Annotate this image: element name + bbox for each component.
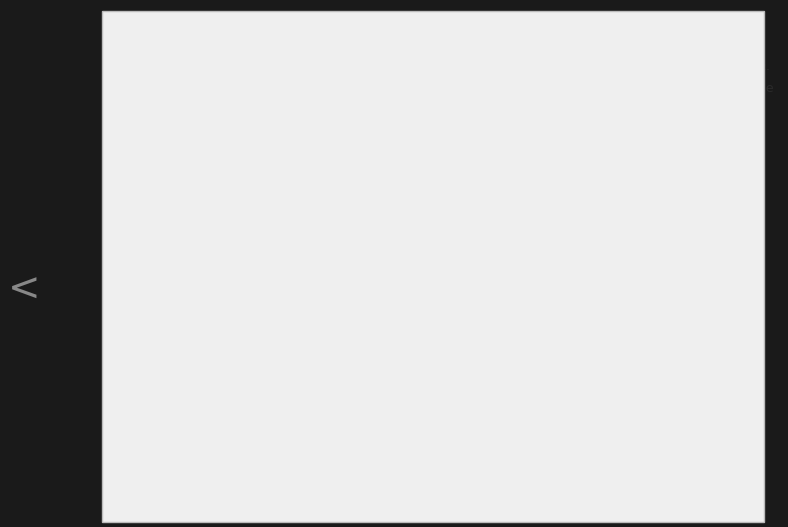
Text: fe: fe bbox=[500, 89, 509, 99]
Text: Rc: Rc bbox=[558, 186, 572, 199]
Text: NL: NL bbox=[610, 112, 622, 121]
Text: B: B bbox=[337, 66, 344, 76]
Text: ).: ). bbox=[707, 105, 716, 118]
Text: = 100 kΩ, Rc=5 kΩ, R: = 100 kΩ, Rc=5 kΩ, R bbox=[349, 60, 490, 73]
Text: :and (AV: :and (AV bbox=[231, 126, 284, 140]
Text: ). (AV: ). (AV bbox=[637, 105, 672, 118]
Text: 5 μF: 5 μF bbox=[554, 250, 577, 260]
Text: $I_i$: $I_i$ bbox=[385, 214, 392, 228]
Text: −: − bbox=[200, 311, 214, 329]
Text: Rs: Rs bbox=[252, 234, 266, 247]
Text: R$_B$: R$_B$ bbox=[400, 202, 415, 217]
Text: $I_o$: $I_o$ bbox=[553, 207, 563, 221]
Text: 5 μF: 5 μF bbox=[299, 268, 321, 278]
Text: R$_E$: R$_E$ bbox=[504, 292, 519, 307]
Text: <: < bbox=[8, 271, 40, 309]
Text: =175, and r: =175, and r bbox=[519, 82, 600, 95]
Text: = 1 kΩ, R: = 1 kΩ, R bbox=[613, 60, 678, 73]
Text: Vcc=20 V, h: Vcc=20 V, h bbox=[203, 82, 282, 95]
Text: 10 μF: 10 μF bbox=[591, 302, 620, 312]
Circle shape bbox=[490, 237, 545, 278]
Text: 0: 0 bbox=[660, 89, 665, 99]
Circle shape bbox=[186, 278, 227, 309]
Text: +: + bbox=[322, 241, 333, 255]
Text: S: S bbox=[337, 134, 343, 143]
Text: ie: ie bbox=[355, 89, 364, 99]
Text: V$_o$: V$_o$ bbox=[641, 227, 656, 241]
Text: +: + bbox=[629, 227, 640, 240]
Text: Vcc: Vcc bbox=[465, 132, 485, 142]
Text: Rs= 0.5 kΩ, R: Rs= 0.5 kΩ, R bbox=[165, 60, 255, 73]
Text: $I_i$: $I_i$ bbox=[288, 227, 296, 240]
Text: Z$_i$: Z$_i$ bbox=[247, 324, 258, 337]
Text: +: + bbox=[202, 264, 212, 276]
Text: L: L bbox=[696, 112, 701, 121]
Text: ) from the following choices list: ) from the following choices list bbox=[349, 126, 549, 140]
Text: V$_i$: V$_i$ bbox=[386, 279, 398, 293]
Text: the following: the following bbox=[496, 37, 583, 50]
Text: E: E bbox=[600, 66, 606, 76]
Text: the correct values of the no load gain (AV: the correct values of the no load gain (… bbox=[145, 105, 411, 118]
Text: V$_i$: V$_i$ bbox=[161, 276, 173, 289]
Text: R$_L$: R$_L$ bbox=[641, 264, 656, 279]
Text: =4kΩ.: =4kΩ. bbox=[730, 60, 771, 73]
Text: Z$_o$: Z$_o$ bbox=[593, 266, 608, 280]
Text: = 2 kΩ, h: = 2 kΩ, h bbox=[375, 82, 435, 95]
Text: L: L bbox=[720, 66, 726, 76]
Text: For the amplifier network of figure below, given: For the amplifier network of figure belo… bbox=[312, 17, 630, 30]
Text: =25 kΩ. choose: =25 kΩ. choose bbox=[671, 82, 773, 95]
